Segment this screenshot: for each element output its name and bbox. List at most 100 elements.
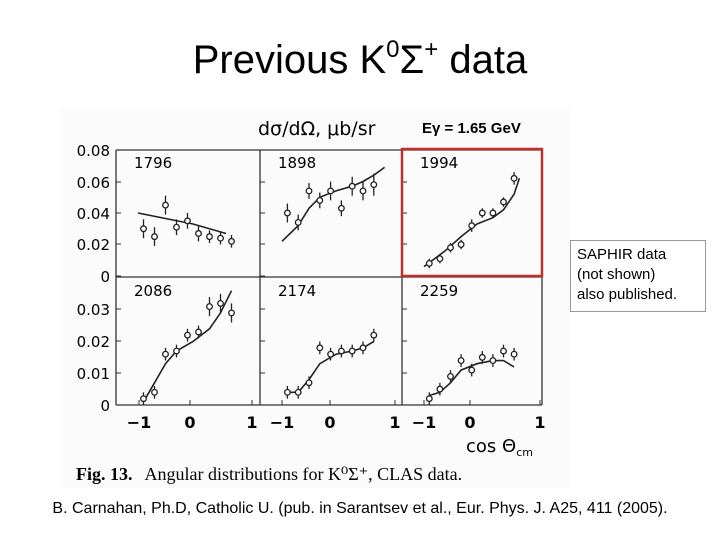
y-tick-label: 0.01 bbox=[77, 365, 110, 383]
data-point bbox=[162, 350, 169, 358]
x-axis-label-subscript: cm bbox=[516, 446, 533, 459]
x-tick-label: 0 bbox=[184, 413, 195, 432]
title-main: Previous K bbox=[192, 38, 387, 82]
data-point bbox=[305, 379, 313, 387]
data-point bbox=[294, 218, 302, 226]
data-point bbox=[327, 187, 335, 195]
x-tick-label: −1 bbox=[270, 413, 295, 432]
data-point bbox=[500, 347, 507, 355]
slide-title: Previous K0Σ+ data bbox=[0, 36, 720, 82]
data-point bbox=[425, 259, 433, 267]
callout-line-3: also published. bbox=[577, 286, 678, 303]
data-point bbox=[316, 196, 324, 204]
data-point bbox=[370, 181, 378, 189]
data-point bbox=[510, 174, 518, 182]
y-tick-label: 0 bbox=[100, 397, 110, 415]
citation: B. Carnahan, Ph.D, Catholic U. (pub. in … bbox=[52, 500, 668, 517]
data-point bbox=[478, 209, 486, 217]
panel-fit-curve bbox=[281, 166, 386, 242]
title-superscript-zero: 0 bbox=[386, 36, 400, 63]
data-point bbox=[173, 347, 180, 355]
y-tick-label: 0.03 bbox=[77, 301, 110, 319]
saphir-callout: SAPHIR data (not shown) also published. bbox=[570, 240, 706, 312]
data-point bbox=[457, 357, 465, 364]
y-tick-label: 0.02 bbox=[77, 333, 110, 351]
panel-energy-label: 2174 bbox=[278, 282, 316, 300]
x-tick-label: 1 bbox=[246, 413, 257, 432]
highlight-box bbox=[400, 147, 544, 278]
y-tick-label: 0.08 bbox=[77, 142, 110, 160]
data-point bbox=[447, 372, 454, 380]
caption-number: Fig. 13. bbox=[76, 464, 133, 484]
data-point bbox=[478, 353, 486, 361]
data-point bbox=[436, 385, 444, 393]
panel-energy-label: 1994 bbox=[420, 154, 458, 172]
data-point bbox=[489, 357, 497, 364]
x-axis-label-main: cos Θ bbox=[466, 436, 516, 457]
data-point bbox=[348, 347, 356, 355]
data-point bbox=[206, 303, 213, 311]
panel-fit-curve bbox=[142, 290, 233, 403]
callout-line-2: (not shown) bbox=[577, 266, 656, 283]
y-tick-label: 0.06 bbox=[77, 174, 110, 192]
y-tick-label: 0.04 bbox=[77, 205, 110, 223]
x-tick-label: 0 bbox=[464, 413, 475, 432]
data-point bbox=[228, 237, 235, 245]
panel-energy-label: 1898 bbox=[278, 154, 316, 172]
data-point bbox=[447, 244, 454, 252]
data-point bbox=[510, 350, 518, 358]
data-point bbox=[489, 209, 497, 217]
data-point bbox=[283, 388, 291, 396]
data-point bbox=[195, 328, 202, 336]
panel-energy-label: 2086 bbox=[134, 282, 172, 300]
x-tick-label: −1 bbox=[412, 413, 437, 432]
data-point bbox=[359, 187, 367, 195]
data-point bbox=[151, 388, 158, 396]
data-point bbox=[217, 299, 224, 307]
figure-background bbox=[60, 108, 570, 488]
y-tick-label: 0 bbox=[100, 268, 110, 286]
data-point bbox=[327, 350, 335, 358]
data-point bbox=[140, 395, 147, 403]
data-point bbox=[337, 347, 345, 355]
y-tick-label: 0.02 bbox=[77, 236, 110, 254]
data-point bbox=[184, 217, 191, 225]
data-point bbox=[468, 222, 476, 230]
figure-caption: Fig. 13. Angular distributions for K⁰Σ⁺, … bbox=[76, 464, 462, 484]
data-point bbox=[294, 388, 302, 396]
x-tick-label: 1 bbox=[534, 413, 545, 432]
title-superscript-plus: + bbox=[424, 36, 439, 63]
data-point bbox=[283, 209, 291, 217]
data-point bbox=[305, 187, 313, 195]
caption-text: Angular distributions for K⁰Σ⁺, CLAS dat… bbox=[145, 464, 463, 484]
data-point bbox=[228, 309, 235, 317]
data-point bbox=[500, 198, 507, 206]
data-point bbox=[206, 233, 213, 241]
x-axis-label: cos Θcm bbox=[466, 436, 533, 459]
title-end: data bbox=[438, 38, 528, 82]
data-point bbox=[173, 223, 180, 231]
data-point bbox=[370, 331, 378, 339]
x-tick-label: −1 bbox=[127, 413, 152, 432]
x-tick-label: 1 bbox=[389, 413, 400, 432]
data-point bbox=[217, 234, 224, 242]
panel-fit-curve bbox=[137, 212, 227, 235]
data-point bbox=[425, 395, 433, 403]
panel-energy-label: 2259 bbox=[420, 282, 458, 300]
data-point bbox=[457, 241, 465, 248]
y-axis-label: dσ/dΩ, μb/sr bbox=[258, 118, 376, 140]
data-point bbox=[195, 230, 202, 237]
photon-energy-label: Eγ = 1.65 GeV bbox=[422, 120, 521, 137]
data-point bbox=[151, 233, 158, 241]
data-point bbox=[348, 182, 356, 190]
x-tick-label: 0 bbox=[324, 413, 335, 432]
data-point bbox=[359, 344, 367, 352]
title-sigma: Σ bbox=[399, 38, 425, 82]
callout-line-1: SAPHIR data bbox=[577, 246, 667, 263]
data-point bbox=[140, 225, 147, 233]
data-point bbox=[316, 344, 324, 352]
data-point bbox=[436, 255, 444, 263]
data-point bbox=[184, 331, 191, 339]
panel-energy-label: 1796 bbox=[134, 154, 172, 172]
